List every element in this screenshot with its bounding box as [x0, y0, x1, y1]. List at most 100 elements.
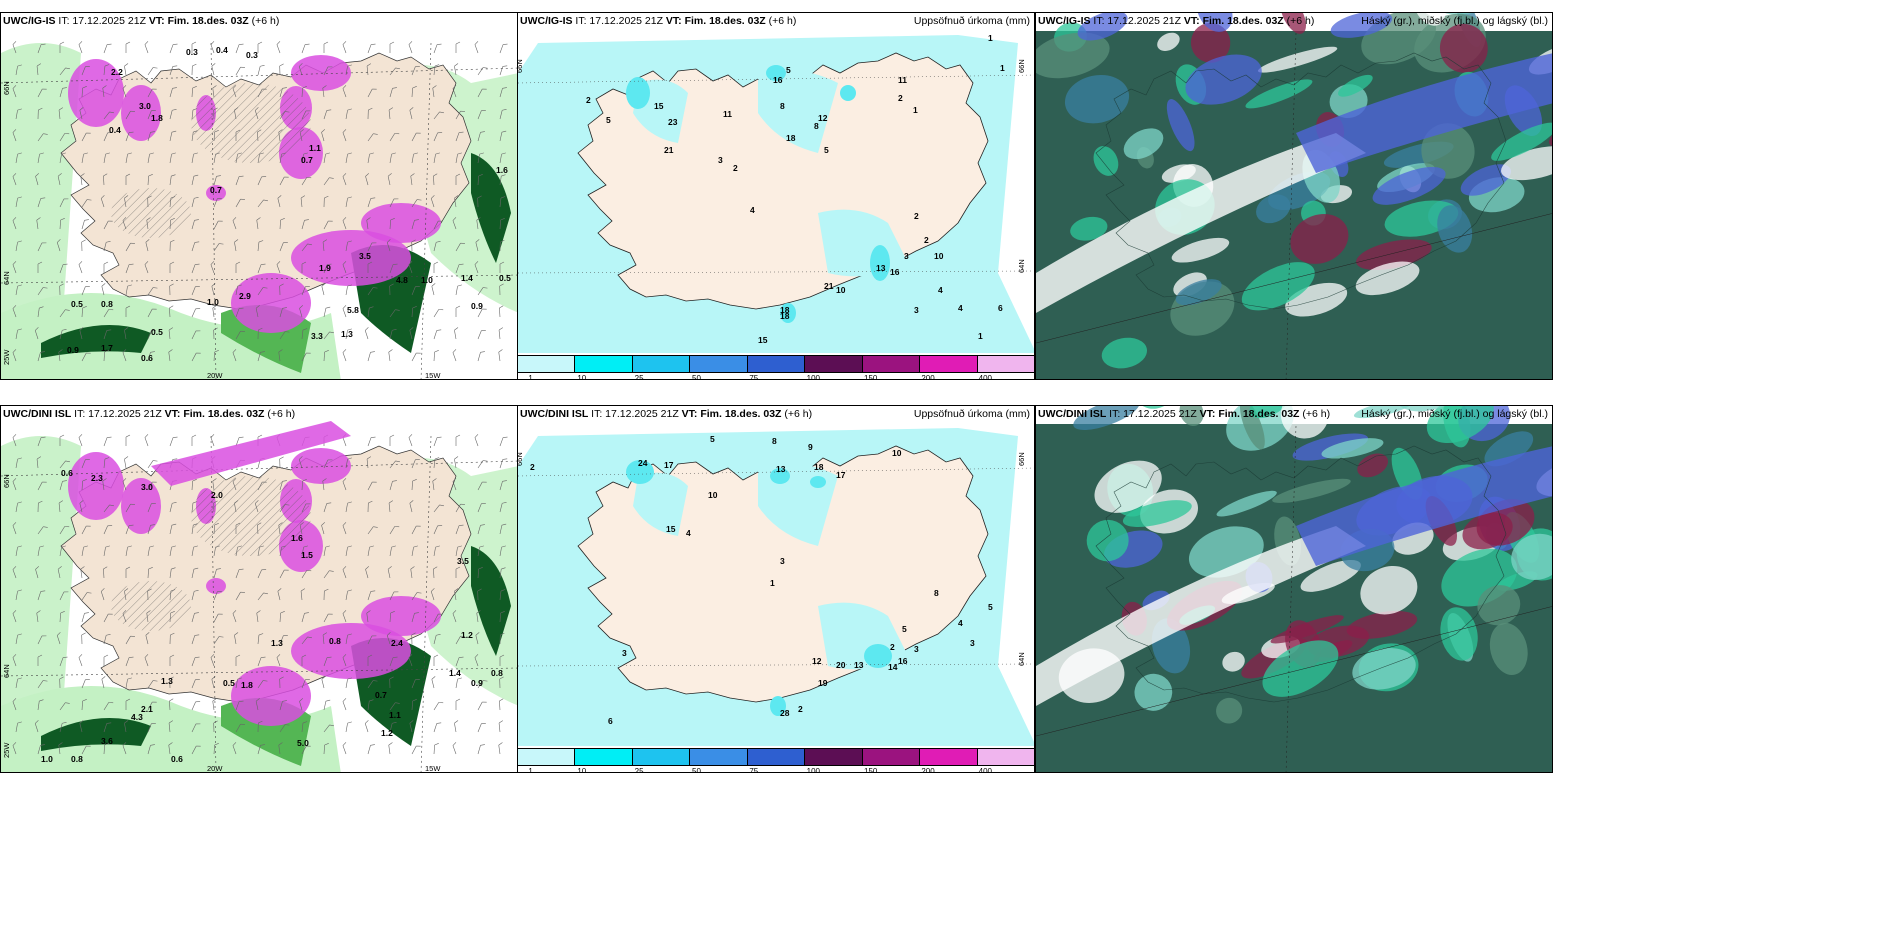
value-label: 3.5: [457, 556, 469, 566]
wind-barb: [210, 434, 215, 447]
wind-barb: [12, 85, 17, 98]
lon-label: 20W: [207, 371, 223, 380]
wind-barb: [455, 173, 461, 185]
lat-label: 66N: [1017, 452, 1026, 466]
wind-barb: [455, 503, 465, 513]
wind-barb: [257, 680, 268, 689]
value-label: 1.0: [207, 297, 219, 307]
wind-barb: [125, 635, 135, 645]
wind-barb: [279, 569, 289, 579]
wind-barb: [213, 350, 219, 362]
wind-barb: [37, 107, 43, 120]
wind-barb: [408, 434, 413, 447]
wind-barb: [498, 349, 503, 362]
wind-barb: [342, 742, 347, 755]
wind-barb: [103, 132, 113, 142]
wind-barb: [124, 63, 129, 76]
wind-barb: [191, 567, 199, 579]
wind-barb: [455, 242, 465, 252]
wind-barb: [257, 152, 264, 164]
value-label: 20: [836, 660, 846, 670]
value-label: 10: [708, 490, 718, 500]
colorbar-tick-label: 150: [864, 767, 878, 773]
wind-barb: [411, 479, 417, 491]
clear-area: [1157, 32, 1180, 51]
wind-barb: [278, 742, 283, 755]
wind-barb: [452, 349, 457, 362]
wind-barb: [342, 654, 347, 667]
value-label: 0.8: [101, 299, 113, 309]
wind-barb: [454, 63, 459, 76]
wind-barb: [103, 613, 113, 623]
wind-barb: [499, 87, 507, 98]
wind-barb: [103, 457, 110, 469]
wind-barb: [452, 742, 457, 755]
wind-barb: [433, 545, 440, 557]
wind-barb: [388, 742, 393, 755]
wind-barb: [386, 239, 391, 252]
wind-barb: [389, 41, 395, 53]
wind-barb: [389, 133, 400, 142]
wind-barb: [477, 195, 482, 208]
wind-barb: [474, 261, 479, 274]
wind-barb: [37, 43, 46, 54]
wind-barb: [389, 152, 396, 164]
wind-barb: [499, 502, 507, 513]
wind-barb: [122, 85, 127, 98]
wind-barb: [169, 502, 177, 513]
colorbar-swatch: [575, 356, 633, 372]
wind-barb: [323, 459, 333, 469]
wind-barb: [59, 67, 70, 76]
colorbar-tick-label: 10: [577, 767, 587, 773]
wind-barb: [12, 173, 17, 186]
value-label: 0.6: [61, 468, 73, 478]
wind-barb: [36, 63, 41, 76]
panel-igis-accum-precip: UWC/IG-IS IT: 17.12.2025 21Z VT: Fim. 18…: [517, 12, 1035, 380]
heavy-precip-area: [41, 718, 151, 751]
value-label: 1.4: [449, 668, 461, 678]
lat-label: 64N: [1017, 652, 1026, 666]
wind-barb: [323, 220, 333, 230]
wind-barb: [78, 41, 83, 54]
clear-area: [1157, 13, 1232, 20]
wind-barb: [279, 635, 288, 645]
colorbar-tick-label: 200: [921, 374, 935, 380]
wind-barb: [59, 676, 64, 689]
wind-barb: [345, 589, 352, 601]
wind-barb: [125, 263, 134, 274]
panel-header: UWC/IG-IS IT: 17.12.2025 21Z VT: Fim. 18…: [3, 15, 280, 27]
wind-barb: [168, 720, 173, 733]
wind-barb: [255, 305, 260, 318]
lon-label: 15W: [425, 371, 441, 380]
wind-barb: [433, 566, 438, 579]
wind-barb: [277, 195, 282, 208]
wind-barb: [454, 195, 459, 208]
wind-barb: [169, 283, 174, 296]
value-label: 1.3: [271, 638, 283, 648]
wind-barb: [145, 632, 150, 645]
wind-barb: [276, 654, 281, 667]
wind-barb: [342, 129, 347, 142]
wind-barb: [299, 522, 304, 535]
wind-barb: [122, 610, 127, 623]
wind-barb: [125, 566, 131, 578]
wind-barb: [103, 504, 114, 513]
wind-barb: [80, 566, 85, 579]
wind-barb: [145, 239, 150, 252]
precip-area: [758, 69, 838, 153]
wind-barb: [452, 217, 457, 230]
wind-barb: [37, 654, 43, 666]
wind-barb: [103, 220, 113, 230]
wind-barb: [212, 478, 217, 491]
wind-barb: [279, 456, 284, 469]
wind-barb: [431, 283, 436, 296]
wind-barb: [455, 152, 462, 164]
wind-barb: [59, 460, 70, 469]
lat-label: 64N: [2, 271, 11, 285]
wind-barb: [367, 481, 377, 491]
wind-barb: [499, 196, 506, 208]
wind-barb: [59, 526, 70, 535]
wind-barb: [103, 173, 108, 186]
value-label: 16: [773, 75, 783, 85]
wind-barb: [389, 87, 397, 98]
